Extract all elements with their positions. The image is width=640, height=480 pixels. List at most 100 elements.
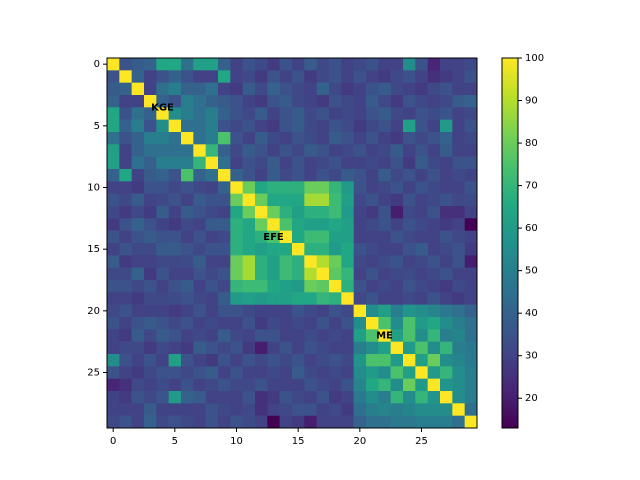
heatmap-cell bbox=[316, 119, 330, 133]
colorbar-band bbox=[502, 162, 518, 167]
heatmap-cell bbox=[329, 403, 342, 416]
heatmap-cell bbox=[316, 169, 330, 182]
heatmap-cell bbox=[131, 132, 145, 145]
heatmap-cell bbox=[144, 304, 157, 318]
heatmap-cell bbox=[366, 391, 379, 404]
heatmap-cell bbox=[440, 193, 453, 207]
colorbar-band bbox=[502, 76, 518, 81]
heatmap-cell bbox=[218, 366, 231, 379]
heatmap-cell bbox=[440, 243, 453, 256]
heatmap-cell bbox=[366, 119, 379, 133]
heatmap-cell bbox=[403, 156, 416, 170]
colorbar-band bbox=[502, 366, 518, 370]
heatmap-cell bbox=[403, 70, 416, 83]
heatmap-cell bbox=[107, 70, 120, 83]
heatmap-cell bbox=[341, 341, 354, 355]
heatmap-cell bbox=[168, 403, 182, 416]
heatmap-cell bbox=[230, 243, 243, 256]
heatmap-cell bbox=[193, 280, 206, 293]
heatmap-cell bbox=[440, 304, 453, 318]
heatmap-cell bbox=[378, 230, 391, 244]
heatmap-cell bbox=[390, 329, 404, 342]
heatmap-cell bbox=[440, 156, 453, 170]
heatmap-cell bbox=[452, 82, 465, 96]
heatmap-cell bbox=[329, 70, 342, 83]
heatmap-cell bbox=[427, 193, 441, 207]
colorbar-tick-label: 50 bbox=[525, 266, 538, 277]
heatmap-cell bbox=[341, 255, 354, 268]
heatmap-cell bbox=[378, 267, 391, 281]
heatmap-cell bbox=[341, 317, 354, 330]
heatmap-cell bbox=[452, 70, 465, 83]
colorbar-tick-label: 40 bbox=[525, 308, 538, 319]
y-tick-label: 20 bbox=[87, 306, 100, 317]
heatmap-cell bbox=[378, 218, 391, 231]
heatmap-cell bbox=[131, 119, 145, 133]
x-tick-label: 20 bbox=[353, 436, 366, 447]
colorbar-band bbox=[502, 409, 518, 414]
heatmap-cell bbox=[107, 280, 120, 293]
heatmap-cell bbox=[440, 378, 453, 392]
heatmap-cell bbox=[205, 156, 219, 170]
heatmap-cell bbox=[193, 193, 206, 207]
heatmap-cell bbox=[242, 267, 256, 281]
colorbar-band bbox=[502, 227, 518, 232]
heatmap-cell bbox=[107, 354, 120, 367]
heatmap-cell bbox=[292, 415, 305, 429]
heatmap-cell bbox=[329, 243, 342, 256]
heatmap-cell bbox=[181, 70, 194, 83]
heatmap-cell bbox=[279, 82, 293, 96]
heatmap-cell bbox=[366, 70, 379, 83]
heatmap-cell bbox=[168, 95, 182, 108]
heatmap-cell bbox=[205, 292, 219, 305]
y-tick-label: 10 bbox=[87, 183, 100, 194]
heatmap-cell bbox=[341, 378, 354, 392]
colorbar-band bbox=[502, 122, 518, 127]
heatmap-cell bbox=[329, 341, 342, 355]
heatmap-cell bbox=[403, 366, 416, 379]
annotation: ME bbox=[376, 331, 393, 342]
heatmap-cell bbox=[242, 317, 256, 330]
heatmap-cell bbox=[427, 403, 441, 416]
heatmap-cell bbox=[464, 206, 478, 219]
heatmap-cell bbox=[316, 58, 330, 71]
heatmap-cell bbox=[119, 181, 132, 194]
colorbar-band bbox=[502, 178, 518, 182]
heatmap-cell bbox=[292, 378, 305, 392]
heatmap-cell bbox=[267, 378, 280, 392]
heatmap-cell bbox=[415, 366, 428, 379]
heatmap-cell bbox=[267, 132, 280, 145]
heatmap-cell bbox=[119, 206, 132, 219]
heatmap-cell bbox=[181, 280, 194, 293]
heatmap-cell bbox=[193, 206, 206, 219]
heatmap-cell bbox=[390, 415, 404, 429]
heatmap-cell bbox=[390, 95, 404, 108]
colorbar-band bbox=[502, 406, 518, 410]
heatmap-cell bbox=[255, 132, 268, 145]
colorbar-band bbox=[502, 267, 518, 272]
heatmap-cell bbox=[304, 280, 317, 293]
heatmap-cell bbox=[403, 193, 416, 207]
heatmap-cell bbox=[193, 366, 206, 379]
heatmap-cell bbox=[107, 95, 120, 108]
colorbar-band bbox=[502, 233, 518, 238]
heatmap-cell bbox=[255, 304, 268, 318]
x-tick-label: 15 bbox=[292, 436, 305, 447]
colorbar-band bbox=[502, 73, 518, 77]
heatmap-cell bbox=[242, 329, 256, 342]
heatmap-cell bbox=[131, 415, 145, 429]
heatmap-cell bbox=[119, 144, 132, 157]
colorbar-band bbox=[502, 375, 518, 380]
heatmap-cell bbox=[255, 119, 268, 133]
heatmap-cell bbox=[144, 366, 157, 379]
heatmap-cell bbox=[181, 218, 194, 231]
heatmap-cell bbox=[403, 280, 416, 293]
heatmap-cell bbox=[292, 304, 305, 318]
colorbar-band bbox=[502, 255, 518, 259]
heatmap-cell bbox=[230, 391, 243, 404]
heatmap-cell bbox=[181, 354, 194, 367]
heatmap-cell bbox=[329, 304, 342, 318]
colorbar-band bbox=[502, 350, 518, 355]
heatmap-cell bbox=[119, 82, 132, 96]
heatmap-cell bbox=[464, 119, 478, 133]
